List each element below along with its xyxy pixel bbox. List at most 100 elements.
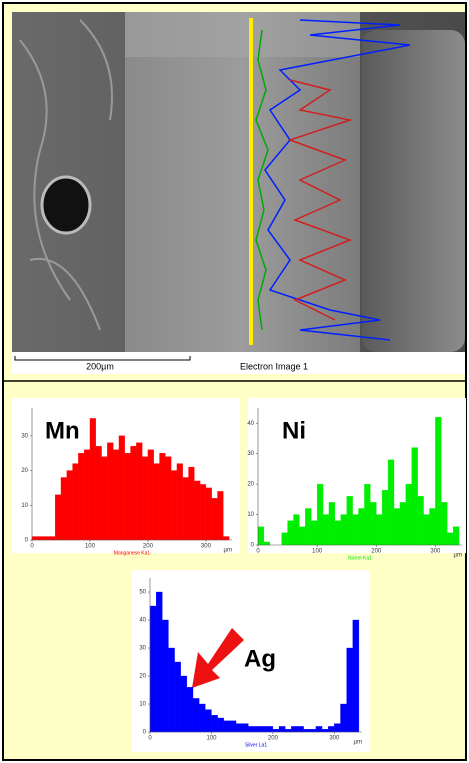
x-unit: µm	[354, 740, 362, 746]
bar	[211, 715, 218, 733]
y-tick-label: 30	[247, 451, 254, 457]
bar	[435, 416, 442, 546]
bar	[346, 496, 353, 546]
y-tick-label: 30	[21, 433, 28, 439]
info-bar	[12, 352, 465, 374]
y-tick-label: 30	[139, 646, 146, 652]
bar	[297, 726, 304, 733]
column-top	[125, 12, 360, 57]
bar	[101, 456, 108, 541]
bar	[346, 647, 353, 733]
bar	[217, 717, 224, 733]
y-tick-label: 50	[139, 590, 146, 596]
y-tick-label: 10	[139, 702, 146, 708]
bar	[168, 647, 175, 733]
bar	[293, 514, 300, 546]
bar	[31, 536, 38, 541]
bar	[311, 520, 318, 546]
bar	[257, 526, 265, 546]
x-tick-label: 200	[268, 736, 279, 742]
x-tick-label: 300	[201, 544, 212, 550]
bar	[60, 477, 67, 541]
bar	[180, 675, 188, 733]
bar	[186, 687, 194, 733]
y-tick-label: 20	[247, 482, 254, 488]
x-tick-label: 0	[148, 736, 152, 742]
x-tick-label: 0	[30, 544, 34, 550]
bar	[72, 463, 79, 541]
bar	[136, 442, 143, 541]
red-trace	[287, 79, 353, 321]
bar	[159, 453, 166, 541]
bar	[130, 446, 137, 541]
bar	[370, 502, 377, 546]
x-tick-label: 100	[85, 544, 96, 550]
x-tick-label: 100	[312, 549, 323, 555]
y-tick-label: 0	[25, 538, 29, 544]
bar	[242, 723, 249, 733]
bar	[393, 508, 401, 546]
caption: Electron Image 1	[240, 361, 308, 371]
bar	[352, 619, 360, 733]
x-axis-label: Nickel Ka1	[348, 555, 372, 561]
bar	[321, 729, 329, 733]
y-tick-label: 0	[143, 730, 147, 736]
bar	[447, 532, 454, 546]
bar	[287, 520, 294, 546]
bar	[113, 449, 120, 541]
bar	[118, 435, 125, 541]
bar	[229, 720, 237, 733]
bar	[205, 709, 212, 733]
green-trace	[255, 29, 269, 331]
chart-title: Ag	[244, 645, 276, 672]
bar	[248, 726, 255, 733]
bar	[299, 526, 306, 546]
bar	[340, 703, 347, 733]
bar	[278, 726, 286, 733]
bar	[309, 729, 317, 733]
bar	[281, 532, 288, 546]
bar	[49, 536, 56, 541]
bar	[199, 484, 207, 541]
bar	[352, 514, 359, 546]
bar	[78, 453, 85, 541]
bar	[263, 541, 270, 546]
y-tick-label: 10	[21, 503, 28, 509]
sem-image: 200µm Electron Image 1	[12, 12, 465, 374]
bar	[334, 520, 341, 546]
bar	[66, 470, 73, 541]
texture	[19, 19, 113, 331]
bar	[429, 508, 436, 546]
bar	[423, 514, 430, 546]
bar	[322, 514, 330, 546]
bar	[334, 723, 341, 733]
bar	[211, 498, 218, 541]
x-tick-label: 200	[371, 549, 382, 555]
bar	[316, 483, 324, 546]
bar	[84, 449, 91, 541]
x-tick-label: 300	[329, 736, 340, 742]
scale-label: 200µm	[86, 361, 114, 371]
bar	[124, 453, 131, 541]
bar	[358, 508, 365, 546]
bar	[141, 456, 149, 541]
arrow	[192, 628, 244, 688]
y-tick-label: 10	[247, 512, 254, 518]
bar	[165, 456, 172, 541]
chart-title: Mn	[45, 417, 80, 444]
bar	[107, 442, 114, 541]
column	[125, 12, 360, 352]
x-unit: µm	[224, 548, 232, 554]
bar	[223, 536, 230, 541]
bar	[315, 726, 323, 733]
y-tick-label: 20	[139, 674, 146, 680]
bar	[387, 459, 395, 546]
bar	[162, 619, 169, 733]
x-axis-label: Manganese Ka1	[114, 550, 151, 556]
bar	[192, 698, 200, 733]
blue-trace	[264, 19, 411, 341]
y-tick-label: 40	[247, 421, 254, 427]
bar	[305, 508, 312, 546]
bar	[147, 449, 154, 541]
